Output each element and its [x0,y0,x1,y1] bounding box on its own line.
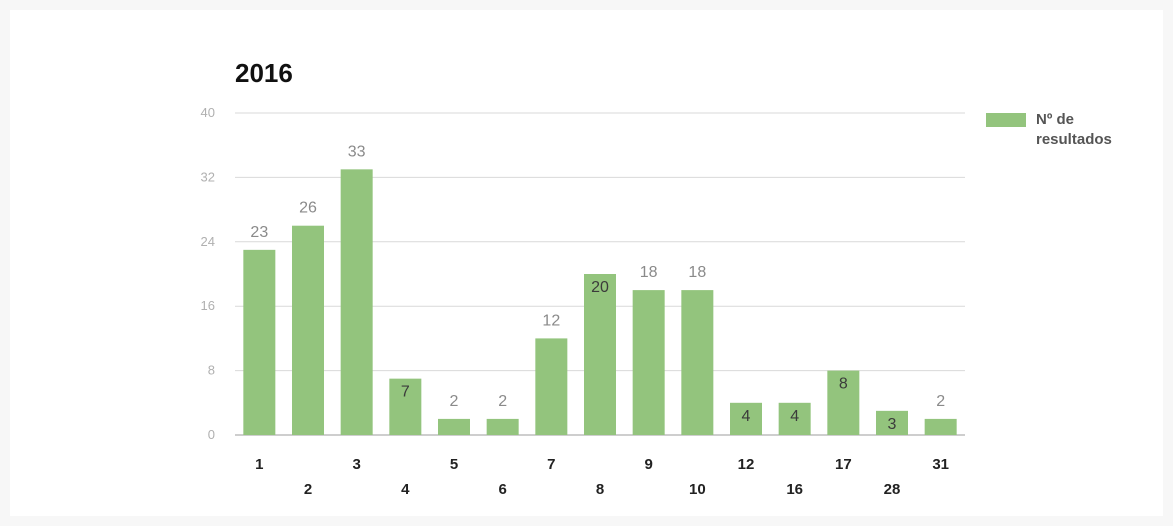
data-label: 8 [839,376,848,393]
x-tick-label: 9 [644,456,652,473]
x-tick-label: 4 [401,481,410,498]
x-tick-label: 7 [547,456,555,473]
bar[interactable] [486,418,519,435]
data-label: 26 [299,200,317,217]
x-tick-label: 31 [932,456,949,473]
bar[interactable] [876,410,908,435]
bar[interactable] [243,249,276,435]
y-tick-label: 32 [201,169,215,184]
data-label: 3 [888,416,897,433]
chart-title: 2016 [235,58,293,88]
data-label: 12 [542,312,560,329]
data-label: 18 [688,264,706,281]
x-tick-label: 1 [255,456,263,473]
legend-label-line-2: resultados [1036,131,1112,148]
data-label: 4 [742,408,751,425]
y-tick-label: 8 [208,363,215,378]
y-axis-ticks: 0 8 16 24 32 40 [201,105,215,442]
x-tick-label: 3 [352,456,360,473]
y-tick-label: 16 [201,298,215,313]
x-tick-label: 5 [450,456,458,473]
data-label: 2 [498,393,507,410]
bar[interactable] [827,370,860,435]
bar[interactable] [632,290,665,435]
data-labels: 23 26 33 7 2 2 12 20 18 18 4 4 8 3 2 [250,143,945,433]
x-tick-label: 28 [884,481,901,498]
data-label: 33 [348,143,366,160]
data-label: 2 [450,393,459,410]
data-label: 2 [936,393,945,410]
x-tick-label: 10 [689,481,706,498]
data-label: 18 [640,264,658,281]
legend[interactable]: Nº de resultados [986,111,1112,148]
bar[interactable] [778,402,811,435]
data-label: 4 [790,408,799,425]
x-tick-label: 16 [786,481,803,498]
bar[interactable] [389,378,422,435]
bar[interactable] [438,418,470,435]
bar[interactable] [535,338,568,435]
y-tick-label: 0 [208,427,215,442]
bar[interactable] [730,402,762,435]
data-label: 7 [401,384,410,401]
chart-panel: 2016 0 8 16 24 32 40 23 26 33 7 2 2 12 20 18 18 4 4 8 3 2 1… [10,10,1163,516]
data-label: 23 [250,224,268,241]
x-tick-label: 12 [738,456,755,473]
data-label: 20 [591,279,609,296]
legend-swatch [986,113,1026,127]
y-tick-label: 40 [201,105,215,120]
bar[interactable] [292,225,324,435]
bar[interactable] [681,290,714,435]
bar[interactable] [924,418,957,435]
x-tick-label: 8 [596,481,604,498]
bars [243,169,957,435]
bar[interactable] [340,169,373,435]
legend-label: Nº de resultados [1036,111,1112,148]
legend-label-line-1: Nº de [1036,111,1074,128]
y-tick-label: 24 [201,234,215,249]
x-tick-label: 17 [835,456,852,473]
bar[interactable] [584,274,616,435]
x-tick-label: 6 [498,481,506,498]
x-tick-label: 2 [304,481,312,498]
